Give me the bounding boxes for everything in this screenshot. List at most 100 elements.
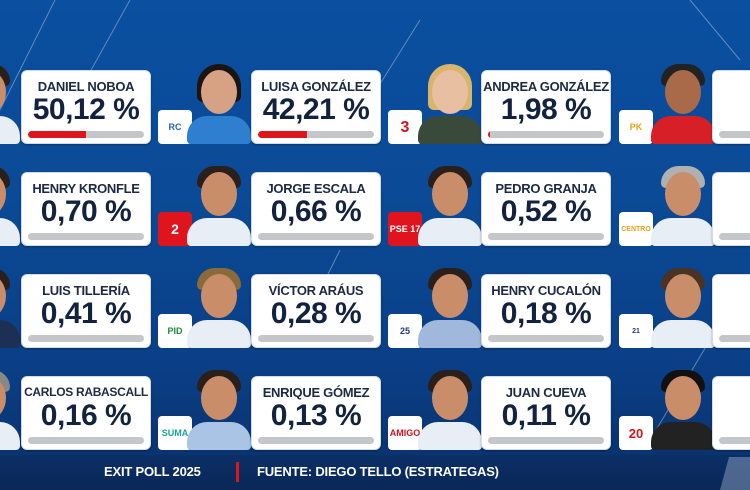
candidate-photo	[187, 164, 251, 246]
candidate-name: JIM…	[713, 181, 750, 196]
vote-bar	[488, 233, 604, 240]
vote-percentage: 1,98 %	[500, 93, 592, 126]
vote-bar	[28, 437, 144, 444]
vote-bar-fill	[488, 131, 491, 138]
vote-bar	[258, 233, 374, 240]
result-card: IVÁN… 0,…	[712, 376, 750, 450]
candidate-name: JORGE ESCALA	[266, 181, 366, 196]
result-card: JORGE ESCALA 0,66 %	[251, 172, 381, 246]
candidate-photo	[187, 368, 251, 450]
vote-bar	[719, 437, 750, 444]
party-logo: PK	[619, 110, 653, 144]
vote-bar	[28, 233, 144, 240]
candidate-photo	[187, 266, 251, 348]
vote-bar	[258, 437, 374, 444]
results-row-2: HENRY KRONFLE 0,70 % 2 JORGE ESCALA 0,66…	[0, 154, 750, 254]
party-logo: 3	[388, 110, 422, 144]
result-card: ANDREA GONZÁLEZ 1,98 %	[481, 70, 611, 144]
result-card: PEDRO GRANJA 0,52 %	[481, 172, 611, 246]
result-card: JIM… 0,…	[712, 172, 750, 246]
vote-bar	[488, 131, 604, 138]
poll-source: FUENTE: DIEGO TELLO (ESTRATEGAS)	[257, 464, 499, 479]
result-card: HENRY CUCALÓN 0,18 %	[481, 274, 611, 348]
vote-percentage: 1,…	[713, 93, 750, 127]
vote-bar-fill	[258, 131, 307, 138]
vote-bar	[258, 335, 374, 342]
vote-bar	[719, 131, 750, 138]
candidate-photo	[418, 368, 482, 450]
candidate-name: VÍCTOR ARÁUS	[268, 283, 364, 298]
party-logo: 20	[619, 416, 653, 450]
candidate-name: HENRY KRONFLE	[32, 181, 140, 196]
candidate-name: HENRY CUCALÓN	[491, 283, 601, 298]
candidate-photo	[0, 62, 20, 144]
vote-percentage: 0,70 %	[40, 195, 132, 228]
vote-bar	[488, 437, 604, 444]
vote-percentage: 0,18 %	[500, 297, 592, 330]
vote-bar	[28, 131, 144, 138]
candidate-name: LEO…	[713, 79, 750, 94]
result-card: DANIEL NOBOA 50,12 %	[21, 70, 151, 144]
candidate-name: PEDRO GRANJA	[495, 181, 597, 196]
result-card: ENRIQUE GÓMEZ 0,13 %	[251, 376, 381, 450]
candidate-name: FRAN…	[713, 283, 750, 298]
vote-percentage: 0,16 %	[40, 399, 132, 432]
vote-percentage: 0,11 %	[501, 399, 591, 432]
candidate-photo	[0, 266, 20, 348]
candidate-name: CARLOS RABASCALL	[24, 385, 148, 399]
party-logo: 2	[158, 212, 192, 246]
vote-bar-fill	[28, 131, 87, 138]
vote-percentage: 0,…	[713, 399, 750, 433]
poll-title: EXIT POLL 2025	[104, 464, 201, 479]
vote-percentage: 0,41 %	[40, 297, 132, 330]
results-row-3: LUIS TILLERÍA 0,41 % PID VÍCTOR ARÁUS 0,…	[0, 256, 750, 356]
candidate-photo	[651, 164, 715, 246]
vote-bar	[719, 233, 750, 240]
candidate-photo	[0, 164, 20, 246]
candidate-photo	[418, 62, 482, 144]
vote-bar	[258, 131, 374, 138]
party-logo: CENTRO	[619, 212, 653, 246]
candidate-name: LUIS TILLERÍA	[42, 283, 130, 298]
results-row-4: CARLOS RABASCALL 0,16 % SUMA ENRIQUE GÓM…	[0, 358, 750, 458]
candidate-photo	[418, 266, 482, 348]
candidate-photo	[187, 62, 251, 144]
result-card: HENRY KRONFLE 0,70 %	[21, 172, 151, 246]
result-card: JUAN CUEVA 0,11 %	[481, 376, 611, 450]
vote-bar	[28, 335, 144, 342]
vote-percentage: 0,66 %	[270, 195, 362, 228]
broadcaster-logo	[720, 457, 750, 490]
candidate-grid: DANIEL NOBOA 50,12 % RC LUISA GONZÁLEZ 4…	[0, 52, 750, 458]
candidate-photo	[651, 62, 715, 144]
candidate-photo	[0, 368, 20, 450]
party-logo: RC	[158, 110, 192, 144]
vote-bar	[488, 335, 604, 342]
candidate-name: ENRIQUE GÓMEZ	[262, 385, 370, 400]
vote-percentage: 0,28 %	[270, 297, 362, 330]
party-logo: PID	[158, 314, 192, 348]
vote-percentage: 0,13 %	[270, 399, 362, 432]
party-logo: 21	[619, 314, 653, 348]
footer-divider	[236, 462, 239, 482]
result-card: FRAN… 0…	[712, 274, 750, 348]
vote-percentage: 0…	[713, 297, 750, 331]
footer-bar: EXIT POLL 2025 FUENTE: DIEGO TELLO (ESTR…	[0, 455, 750, 490]
vote-percentage: 50,12 %	[32, 93, 140, 126]
party-logo: 25	[388, 314, 422, 348]
party-logo: AMIGO	[388, 416, 422, 450]
party-logo: SUMA	[158, 416, 192, 450]
result-card: LUIS TILLERÍA 0,41 %	[21, 274, 151, 348]
candidate-name: LUISA GONZÁLEZ	[261, 79, 371, 94]
result-card: LUISA GONZÁLEZ 42,21 %	[251, 70, 381, 144]
candidate-name: IVÁN…	[713, 385, 750, 400]
candidate-name: DANIEL NOBOA	[37, 79, 135, 94]
results-row-1: DANIEL NOBOA 50,12 % RC LUISA GONZÁLEZ 4…	[0, 52, 750, 152]
vote-percentage: 0,…	[713, 195, 750, 229]
result-card: CARLOS RABASCALL 0,16 %	[21, 376, 151, 450]
candidate-name: JUAN CUEVA	[505, 385, 587, 400]
candidate-name: ANDREA GONZÁLEZ	[483, 79, 609, 94]
candidate-photo	[418, 164, 482, 246]
candidate-photo	[651, 266, 715, 348]
vote-percentage: 0,52 %	[500, 195, 592, 228]
result-card: VÍCTOR ARÁUS 0,28 %	[251, 274, 381, 348]
